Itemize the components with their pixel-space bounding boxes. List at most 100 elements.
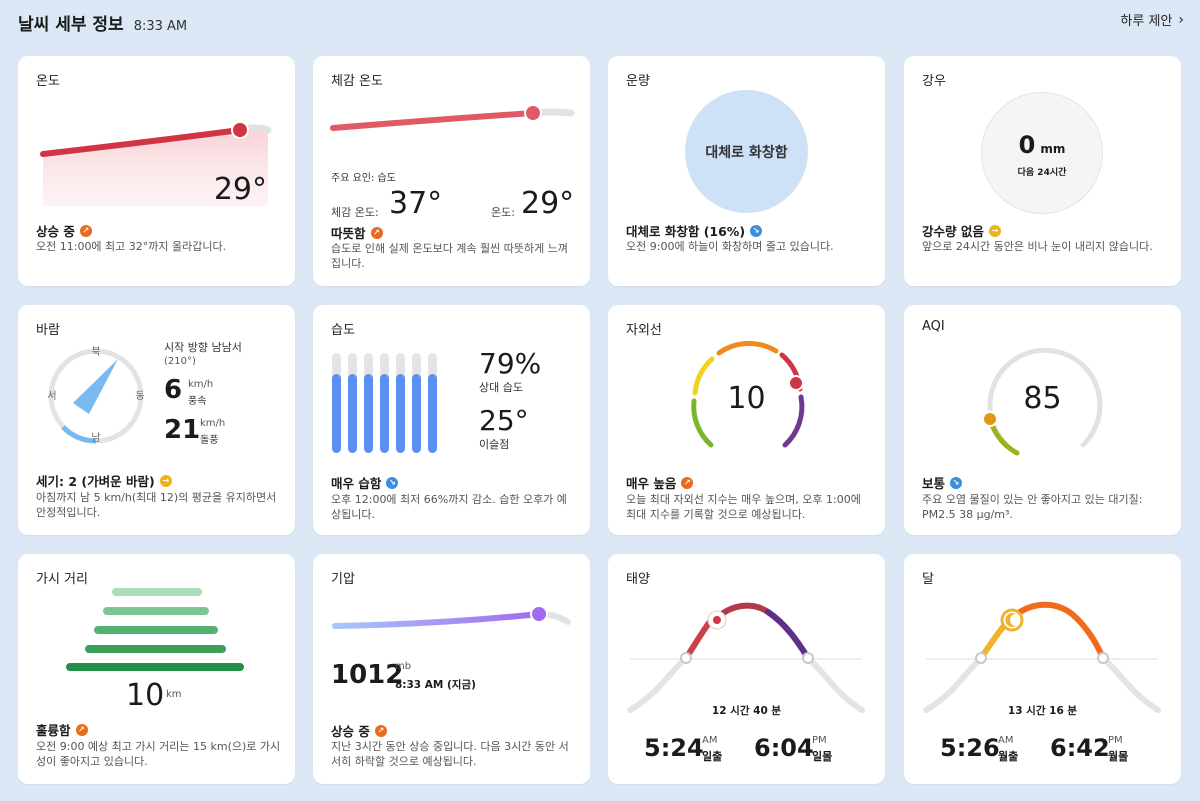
humidity-value: 79% (479, 347, 542, 380)
wind-speed-value: 6 (164, 375, 183, 405)
moonset-time: 6:42 (1050, 734, 1110, 762)
sun-path-evening (765, 609, 811, 661)
pressure-status-label: 상승 중 (331, 724, 370, 739)
rain-desc: 앞으로 24시간 동안은 비나 눈이 내리지 않습니다. (922, 240, 1153, 253)
uv-segment-extreme (782, 394, 805, 448)
uv-segment-low (691, 398, 714, 448)
humidity-bar-fill (348, 374, 357, 453)
trend-down-icon: ↘ (950, 476, 963, 489)
visibility-value: 10 (126, 678, 165, 713)
visibility-bar-5 (66, 663, 244, 671)
humidity-status-label: 매우 습함 (331, 476, 382, 491)
wind-status: 세기: 2 (가벼운 바람) → (36, 471, 172, 490)
cloud-cover-circle-text: 대체로 화창함 (705, 144, 788, 161)
pressure-desc: 지난 3시간 동안 상승 중입니다. 다음 3시간 동안 서서히 하락할 것으로… (331, 740, 569, 768)
feels-like-graph (330, 104, 575, 131)
rain-period: 다음 24시간 (1017, 168, 1067, 178)
moon-card[interactable]: 달 13 시간 16 분 5:26 AM 월출 6:42 PM 월몰 (904, 554, 1181, 784)
actual-temp-label: 온도: (491, 206, 515, 219)
feels-like-desc: 습도로 인해 실제 온도보다 계속 훨씬 따뜻하게 느껴집니다. (331, 242, 568, 270)
aqi-desc: 주요 오염 물질이 있는 안 좋아지고 있는 대기질: PM2.5 38 µg/… (922, 493, 1143, 521)
visibility-bar-2 (103, 607, 209, 615)
uv-value: 10 (727, 381, 766, 416)
feels-like-card[interactable]: 체감 온도 주요 요인: 습도 체감 온도: 37° 온도: 29° 따뜻함 ↗… (313, 56, 590, 286)
humidity-card[interactable]: 습도 79% 상대 습도 25° 이슬점 매우 습함 ↘ 오후 12:00에 최… (313, 305, 590, 535)
trend-flat-icon: → (159, 474, 172, 487)
sunrise-ampm: AM (702, 735, 718, 746)
aqi-value: 85 (1023, 381, 1062, 416)
uv-title: 자외선 (626, 323, 662, 338)
rain-value: 0 (1018, 131, 1036, 159)
humidity-title: 습도 (331, 323, 355, 338)
moonrise-time: 5:26 (940, 734, 1000, 762)
feels-like-factor: 주요 요인: 습도 (331, 173, 396, 184)
visibility-bar-4 (85, 645, 226, 653)
rain-gauge: 0 mm 다음 24시간 (981, 92, 1103, 214)
visibility-card[interactable]: 가시 거리 10 km 훌륭함 ↗ 오전 9:00 예상 최고 가시 거리는 1… (18, 554, 295, 784)
sunrise-label: 일출 (702, 750, 723, 763)
sunrise-dot (680, 652, 692, 664)
humidity-bar-fill (364, 374, 373, 453)
uv-current-dot (788, 375, 804, 391)
temperature-status: 상승 중 ↗ (36, 221, 92, 240)
wind-direction-label: 시작 방향 남남서 (164, 341, 242, 354)
compass-east: 동 (135, 390, 144, 402)
visibility-status: 훌륭함 ↗ (36, 720, 88, 739)
temperature-card[interactable]: 온도 29° 상승 중 ↗ 오전 11:00에 최고 32°까지 올라갑니다. (18, 56, 295, 286)
rain-title: 강우 (922, 74, 946, 89)
page-title: 날씨 세부 정보 (18, 15, 124, 35)
wind-direction-degree: (210°) (164, 356, 196, 367)
feels-like-status-label: 따뜻함 (331, 226, 366, 241)
moon-title: 달 (922, 572, 934, 587)
sun-title: 태양 (626, 572, 650, 587)
wind-card[interactable]: 바람 북 남 동 서 시작 방향 남남서 (210°) 6 km/h 풍속 21… (18, 305, 295, 535)
moonrise-label: 월출 (998, 750, 1019, 763)
wind-speed-label: 풍속 (188, 396, 207, 407)
aqi-card[interactable]: AQI 85 보통 ↘ 주요 오염 물질이 있는 안 좋아지고 있는 대기질: … (904, 305, 1181, 535)
uv-card[interactable]: 자외선 10 매우 높음 ↗ 오늘 최대 자외선 지수는 매우 높으며, 오후 … (608, 305, 885, 535)
sun-card[interactable]: 태양 12 시간 40 분 5:24 AM 일출 6:04 PM 일몰 (608, 554, 885, 784)
sun-night-left (627, 655, 689, 713)
temperature-current-dot (231, 121, 249, 139)
rain-status-label: 강수량 없음 (922, 224, 984, 239)
moon-crescent-icon (1005, 613, 1016, 627)
cloud-cover-title: 운량 (626, 74, 650, 89)
wind-direction-arrow (73, 359, 118, 414)
rain-unit: mm (1040, 142, 1066, 156)
trend-up-icon: ↗ (79, 224, 92, 237)
trend-up-icon: ↗ (374, 724, 387, 737)
moon-duration: 13 시간 16 분 (1007, 705, 1078, 717)
moon-night-left (923, 655, 984, 713)
rain-card[interactable]: 강우 0 mm 다음 24시간 강수량 없음 → 앞으로 24시간 동안은 비나… (904, 56, 1181, 286)
trend-up-icon: ↗ (681, 476, 694, 489)
trend-down-icon: ↘ (386, 476, 399, 489)
visibility-bar-3 (94, 626, 218, 634)
uv-desc: 오늘 최대 자외선 지수는 매우 높으며, 오후 1:00에 최대 지수를 기록… (626, 493, 861, 521)
aqi-title: AQI (922, 319, 945, 334)
temperature-status-label: 상승 중 (36, 224, 75, 239)
moonrise-dot (975, 652, 987, 664)
uv-status: 매우 높음 ↗ (626, 473, 694, 492)
wind-gust-label: 돌풍 (200, 435, 219, 446)
wind-desc: 아침까지 남 5 km/h(최대 12)의 평균을 유지하면서 안정적입니다. (36, 491, 277, 519)
pressure-value: 1012 (331, 660, 404, 690)
visibility-bar-1 (112, 588, 202, 596)
page-time: 8:33 AM (133, 19, 188, 34)
rain-status: 강수량 없음 → (922, 221, 1001, 240)
feels-like-current-dot (524, 104, 542, 122)
feels-like-title: 체감 온도 (331, 74, 383, 89)
uv-status-label: 매우 높음 (626, 476, 677, 491)
aqi-status-label: 보통 (922, 476, 946, 491)
cloud-cover-card[interactable]: 운량 대체로 화창함 대체로 화창함 (16%) ↘ 오전 9:00에 하늘이 … (608, 56, 885, 286)
visibility-status-label: 훌륭함 (36, 723, 71, 738)
pressure-graph (332, 605, 571, 629)
temperature-value: 29° (213, 172, 267, 207)
moonset-dot (1097, 652, 1109, 664)
moon-path-graph (923, 601, 1161, 713)
wind-compass: 북 남 동 서 (47, 346, 144, 444)
dew-point-value: 25° (479, 404, 529, 437)
wind-title: 바람 (36, 323, 60, 338)
pressure-card[interactable]: 기압 1012 mb 8:33 AM (지금) 상승 중 ↗ 지난 3시간 동안… (313, 554, 590, 784)
aqi-gauge (982, 347, 1103, 456)
day-suggestion-link[interactable]: 하루 제안 › (1120, 10, 1184, 30)
